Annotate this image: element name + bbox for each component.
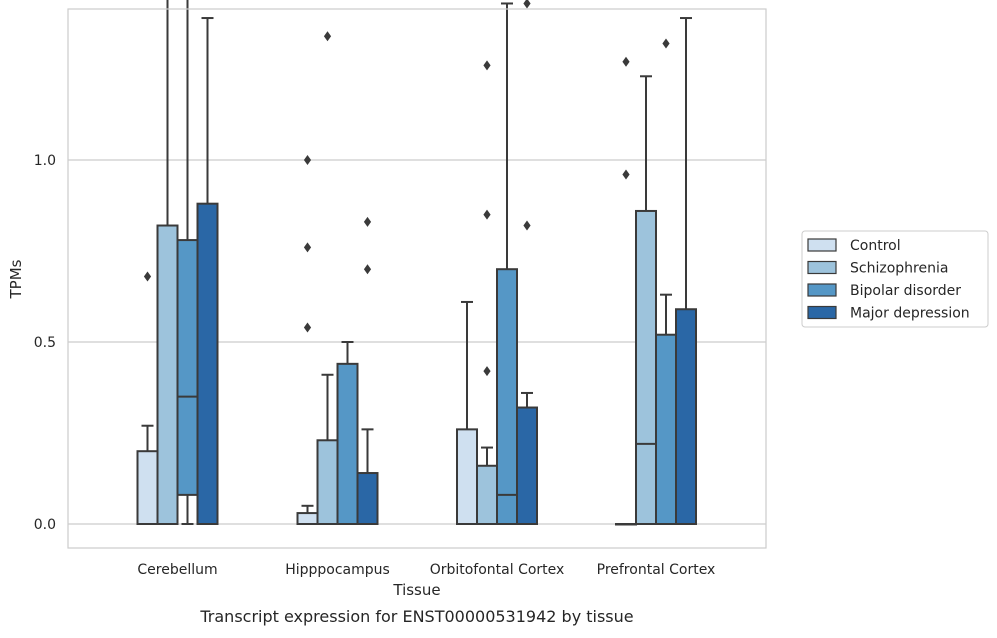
legend-label: Major depression: [850, 306, 970, 322]
outlier-point: [323, 31, 332, 42]
box: [476, 464, 498, 526]
x-tick-label: Hipppocampus: [285, 562, 390, 578]
outlier-point: [143, 271, 152, 282]
box: [296, 512, 319, 526]
box-group: [615, 56, 637, 526]
outlier-point: [363, 264, 372, 275]
box-group: [356, 216, 379, 526]
box: [675, 308, 697, 525]
box: [176, 239, 199, 496]
box-group: [655, 38, 677, 525]
y-tick-label: 0.0: [34, 517, 56, 533]
plot-frame: [67, 8, 767, 549]
legend-label: Bipolar disorder: [850, 283, 961, 299]
box-group: [675, 17, 697, 525]
box-group: [635, 75, 657, 526]
legend-label: Schizophrenia: [850, 261, 948, 277]
x-tick-label: Prefrontal Cortex: [597, 562, 716, 578]
box: [456, 428, 478, 525]
box-group: [496, 2, 518, 526]
outlier-point: [622, 169, 630, 180]
box: [635, 209, 657, 526]
box-group: [476, 60, 498, 526]
legend-frame: [801, 230, 989, 328]
legend-swatch: [807, 260, 837, 275]
box-group: [336, 341, 359, 525]
outlier-point: [303, 322, 312, 333]
outlier-point: [303, 242, 312, 253]
outlier-point: [483, 60, 491, 71]
box-group: [136, 271, 159, 526]
y-tick-labels: 0.00.51.01.52.02.5: [34, 153, 56, 533]
box-group: [316, 31, 339, 525]
outlier-point: [363, 216, 372, 227]
box-group: [456, 300, 478, 525]
x-tick-label: Orbitofontal Cortex: [430, 562, 565, 578]
box-group: [296, 155, 319, 526]
box: [356, 472, 379, 526]
y-tick-label: 1.0: [34, 153, 56, 169]
outlier-point: [303, 155, 312, 165]
outlier-point: [622, 56, 630, 67]
outlier-point: [523, 0, 531, 9]
legend: Control Schizophrenia Bipolar disorder Majo…: [801, 230, 989, 328]
legend-swatch: [807, 238, 837, 252]
y-tick-label: 0.5: [34, 335, 56, 351]
y-axis-label: TPMs: [7, 259, 25, 299]
box: [196, 202, 219, 525]
legend-label: Control: [850, 238, 901, 254]
box-group: [176, 0, 199, 525]
x-axis-label: Tissue: [392, 581, 440, 599]
outlier-point: [662, 38, 670, 49]
box: [516, 406, 538, 525]
box: [316, 439, 339, 525]
outlier-point: [483, 209, 491, 220]
box-group: [516, 0, 538, 525]
box: [156, 224, 179, 526]
boxplots: [136, 0, 697, 526]
x-tick-labels: Cerebellum Hipppocampus Orbitofontal Corte…: [137, 562, 715, 578]
legend-swatch: [807, 283, 837, 297]
legend-swatch: [807, 305, 837, 320]
box: [336, 362, 359, 525]
outlier-point: [483, 366, 491, 377]
box: [136, 450, 159, 526]
outlier-point: [523, 220, 531, 231]
box: [655, 333, 677, 525]
box-group: [156, 0, 179, 526]
box: [496, 268, 518, 526]
x-tick-label: Cerebellum: [137, 562, 217, 578]
box-group: [196, 17, 219, 525]
figure-caption: Transcript expression for ENST0000053194…: [199, 607, 633, 626]
